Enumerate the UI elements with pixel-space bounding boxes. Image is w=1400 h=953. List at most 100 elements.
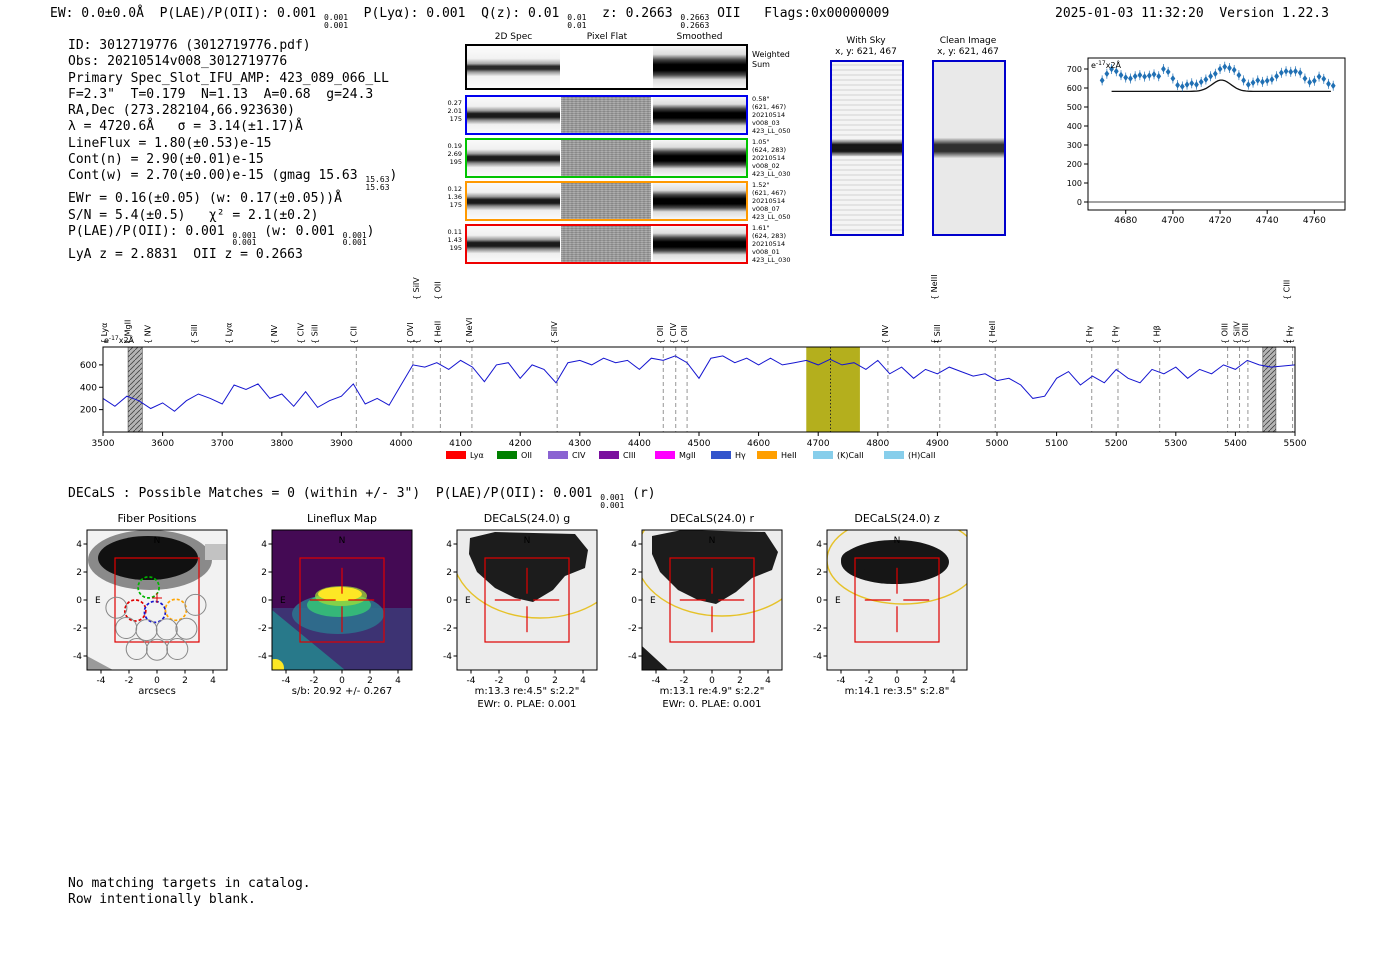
svg-text:CIV: CIV [572,451,586,460]
cutout-img-spec [467,97,560,133]
cutout-row [465,181,748,221]
cutout-col-header-pixelflat: Pixel Flat [586,32,628,42]
info-line: LineFlux = 1.80(±0.53)e-15 [68,135,272,151]
cleanimage-panel-title: Clean Image x, y: 621, 467 [937,36,999,57]
svg-text:{ CIII: { CIII [1283,280,1292,300]
cutout-smoothed-image [653,46,746,88]
svg-text:-2: -2 [73,624,82,634]
svg-text:DECaLS(24.0) g: DECaLS(24.0) g [484,512,571,525]
svg-text:0: 0 [76,596,82,606]
svg-text:{ Hγ: { Hγ [1286,325,1295,344]
svg-text:{ SiIV: { SiIV [412,277,421,300]
svg-text:Fiber Positions: Fiber Positions [118,512,197,525]
cutout-row [465,95,748,135]
svg-text:{ SiIV: { SiIV [1233,321,1242,344]
svg-text:-2: -2 [443,624,452,634]
svg-text:{ Lyα: { Lyα [100,323,109,344]
svg-text:HeII: HeII [781,451,797,460]
svg-text:2: 2 [737,676,743,686]
svg-text:0: 0 [709,676,715,686]
svg-text:DECaLS(24.0) z: DECaLS(24.0) z [854,512,940,525]
svg-text:{ Hγ: { Hγ [1111,325,1120,344]
svg-text:4: 4 [631,540,637,550]
svg-text:4: 4 [580,676,586,686]
svg-text:m:14.1 re:3.5" s:2.8": m:14.1 re:3.5" s:2.8" [845,686,950,697]
svg-text:{: { [412,339,421,344]
info-line: Cont(w) = 2.70(±0.00)e-15 (gmag 15.63 15… [68,168,398,192]
cutout-row-weights: 0.19 2.69 195 [447,142,462,166]
svg-text:-4: -4 [467,676,476,686]
svg-text:s/b: 20.92 +/- 0.267: s/b: 20.92 +/- 0.267 [292,686,392,697]
svg-text:5200: 5200 [1105,439,1128,449]
svg-text:4700: 4700 [807,439,830,449]
svg-text:4760: 4760 [1303,216,1326,225]
svg-text:2: 2 [261,568,267,578]
decals-r-panel: N E -4 -4 -2 -2 0 0 2 2 4 4 DECaLS(24.0) r m:13.1 re:… [628,512,783,710]
svg-text:4720: 4720 [1209,216,1232,225]
cutout-2dspec-image [467,46,560,88]
svg-text:0: 0 [894,676,900,686]
svg-text:{ OIII: { OIII [1221,323,1230,344]
svg-text:5400: 5400 [1224,439,1247,449]
cutout-row-fiber-id: 1.05" (624, 283) 20210514 v008_02 423_LL_030 [752,138,791,178]
svg-text:{ SiII: { SiII [311,324,320,344]
svg-text:{: { [1283,339,1292,344]
svg-text:{ HeII: { HeII [433,321,442,344]
svg-text:4: 4 [395,676,401,686]
svg-text:m:13.1 re:4.9" s:2.2": m:13.1 re:4.9" s:2.2" [660,686,765,697]
svg-text:E: E [835,596,841,606]
decals-z-panel: N E -4 -4 -2 -2 0 0 2 2 4 4 DECaLS(24.0) z m:14.1 re:… [813,512,968,697]
svg-text:Lyα: Lyα [470,451,484,460]
cutout-img-smooth [653,140,746,176]
svg-text:-2: -2 [865,676,874,686]
cutout-row-weights: 0.27 2.01 175 [447,99,462,123]
svg-text:3500: 3500 [92,439,115,449]
svg-text:E: E [95,596,101,606]
svg-text:N: N [894,536,901,546]
weighted-sum-label: Weighted Sum [752,50,790,69]
svg-text:{ OIII: { OIII [1241,323,1250,344]
cutout-img-spec [467,140,560,176]
svg-text:CIII: CIII [623,451,636,460]
svg-text:4: 4 [210,676,216,686]
svg-text:-4: -4 [837,676,846,686]
svg-text:DECaLS(24.0) r: DECaLS(24.0) r [670,512,755,525]
svg-text:4100: 4100 [449,439,472,449]
line-fit-inset-chart: 0 100 200 300 400 500 600 700 4680 4700 4720 4740 47… [1067,57,1346,225]
detection-info-block: ID: 3012719776 (3012719776.pdf) Obs: 2021… [68,38,397,263]
svg-text:3600: 3600 [151,439,174,449]
svg-text:4200: 4200 [509,439,532,449]
svg-text:0: 0 [261,596,267,606]
svg-text:{ Hγ: { Hγ [1085,325,1094,344]
info-line: P(LAE)/P(OII): 0.001 0.001 0.001 (w: 0.00… [68,223,375,248]
svg-text:4: 4 [816,540,822,550]
svg-text:4600: 4600 [747,439,770,449]
cutout-img-smooth [653,226,746,262]
svg-text:-4: -4 [652,676,661,686]
decals-g-panel: N E -4 -4 -2 -2 0 0 2 2 4 4 DECaLS(24.0) g m:13.3 re:… [443,512,598,710]
svg-text:E: E [465,596,471,606]
info-line: S/N = 5.4(±0.5) χ² = 2.1(±0.2) [68,207,319,223]
info-line: ID: 3012719776 (3012719776.pdf) [68,38,311,53]
svg-text:EWr: 0. PLAE: 0.001: EWr: 0. PLAE: 0.001 [662,699,761,710]
svg-text:2: 2 [367,676,373,686]
svg-text:400: 400 [80,383,97,393]
info-line: EWr = 0.16(±0.05) (w: 0.17(±0.05))Å [68,191,342,207]
info-line: Obs: 20210514v008_3012719776 [68,54,288,70]
svg-text:{ NV: { NV [881,324,890,344]
info-line: Primary Spec_Slot_IFU_AMP: 423_089_066_L… [68,70,389,86]
svg-text:0: 0 [631,596,637,606]
svg-text:-2: -2 [680,676,689,686]
svg-text:100: 100 [1067,179,1082,188]
svg-text:2: 2 [552,676,558,686]
cleanimage-image [932,60,1006,236]
svg-text:{ Hβ: { Hβ [1153,325,1162,344]
svg-text:N: N [339,536,346,546]
lineflux-map-panel: N E -4 -4 -2 -2 0 0 2 2 4 4 Lineflux Map s/b: 20.92 +… [258,512,413,697]
svg-text:(K)CaII: (K)CaII [837,451,864,460]
decals-matches-line: DECaLS : Possible Matches = 0 (within +/… [68,486,656,510]
svg-text:3800: 3800 [270,439,293,449]
cutout-weighted-sum-row [465,44,748,90]
svg-text:3700: 3700 [211,439,234,449]
